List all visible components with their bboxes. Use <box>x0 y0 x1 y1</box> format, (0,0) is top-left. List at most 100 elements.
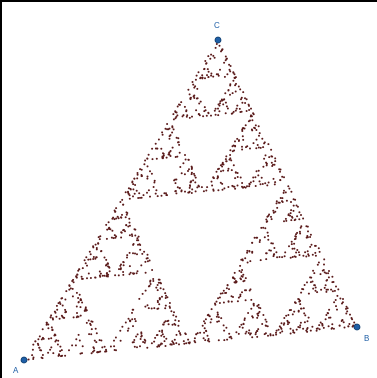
chaos-point <box>166 296 169 299</box>
chaos-point <box>180 101 183 104</box>
chaos-point <box>72 316 75 319</box>
chaos-point <box>40 338 43 341</box>
chaos-point <box>331 290 334 293</box>
chaos-point <box>253 126 256 129</box>
chaos-point <box>175 192 178 195</box>
chaos-point <box>283 189 285 192</box>
chaos-point <box>118 268 120 271</box>
chaos-point <box>190 168 193 170</box>
chaos-point <box>206 68 209 71</box>
chaos-point <box>98 238 101 241</box>
chaos-point <box>306 235 309 237</box>
chaos-point <box>256 335 259 338</box>
chaos-point <box>126 329 129 332</box>
chaos-point <box>136 333 139 336</box>
chaos-point <box>251 315 254 318</box>
chaos-point <box>191 188 194 191</box>
chaos-point <box>234 140 236 143</box>
chaos-point <box>96 351 99 354</box>
chaos-point <box>243 317 246 320</box>
chaos-point <box>244 332 247 335</box>
vertex-b-point[interactable] <box>353 323 361 331</box>
chaos-point <box>204 60 207 62</box>
chaos-point <box>177 141 179 144</box>
chaos-point <box>79 306 82 309</box>
chaos-point <box>248 182 251 185</box>
chaos-point <box>74 344 77 347</box>
chaos-point <box>229 154 232 156</box>
chaos-point <box>132 325 134 328</box>
chaos-point <box>163 340 166 343</box>
chaos-point <box>113 339 115 342</box>
chaos-point <box>291 215 293 218</box>
chaos-point <box>215 43 218 45</box>
chaos-point <box>265 164 268 167</box>
chaos-point <box>81 277 84 280</box>
chaos-point <box>68 284 71 287</box>
chaos-point <box>151 158 154 161</box>
chaos-point <box>306 330 309 333</box>
vertex-b[interactable]: B <box>353 323 369 343</box>
chaos-point <box>328 270 330 272</box>
chaos-point <box>155 286 158 289</box>
chaos-point <box>254 124 257 127</box>
chaos-point <box>242 273 245 276</box>
chaos-point <box>188 93 191 96</box>
chaos-point <box>94 276 97 279</box>
chaos-point <box>107 221 110 224</box>
vertex-c[interactable]: C <box>214 21 222 44</box>
chaos-point <box>112 216 115 219</box>
chaos-point <box>275 251 278 254</box>
chaos-point <box>343 326 346 329</box>
chaos-point <box>275 200 278 203</box>
chaos-point <box>295 233 297 236</box>
chaos-point <box>140 264 143 267</box>
chaos-point <box>128 251 131 254</box>
chaos-point <box>233 77 236 80</box>
chaos-point <box>212 54 215 57</box>
chaos-point <box>120 216 123 219</box>
chaos-point <box>331 275 334 278</box>
vertex-a[interactable]: A <box>13 356 28 375</box>
chaos-point <box>218 110 221 113</box>
chaos-point <box>179 166 182 168</box>
chaos-point <box>204 339 207 342</box>
chaos-point <box>297 251 300 254</box>
chaos-point <box>285 219 288 222</box>
vertex-c-point[interactable] <box>214 36 222 44</box>
chaos-point <box>143 250 146 253</box>
chaos-point <box>79 352 82 355</box>
chaos-point <box>309 329 312 332</box>
chaos-point <box>337 288 340 291</box>
chaos-point <box>274 157 277 160</box>
chaos-point <box>55 315 58 318</box>
chaos-point <box>175 333 178 336</box>
chaos-point <box>246 249 249 252</box>
chaos-point <box>316 291 319 294</box>
vertex-a-point[interactable] <box>20 356 28 364</box>
chaos-point <box>303 321 306 324</box>
chaos-point <box>158 330 161 333</box>
chaos-point <box>126 256 128 259</box>
chaos-point <box>275 202 278 205</box>
chaos-point <box>323 263 325 266</box>
chaos-point <box>41 354 44 356</box>
chaos-point <box>138 297 141 300</box>
chaos-point <box>270 161 273 164</box>
chaos-point <box>171 126 174 129</box>
chaos-point <box>266 220 269 223</box>
chaos-point <box>75 275 78 278</box>
chaos-point <box>305 225 308 228</box>
chaos-point <box>152 280 155 282</box>
chaos-point <box>49 348 52 351</box>
chaos-point <box>290 243 293 246</box>
chaos-point <box>132 195 134 198</box>
chaos-point <box>185 109 188 112</box>
chaos-point <box>269 249 272 252</box>
chaos-point <box>228 288 230 291</box>
chaos-point <box>248 104 250 107</box>
chaos-point <box>340 320 343 322</box>
chaos-point <box>187 338 190 341</box>
chaos-point <box>103 345 106 348</box>
